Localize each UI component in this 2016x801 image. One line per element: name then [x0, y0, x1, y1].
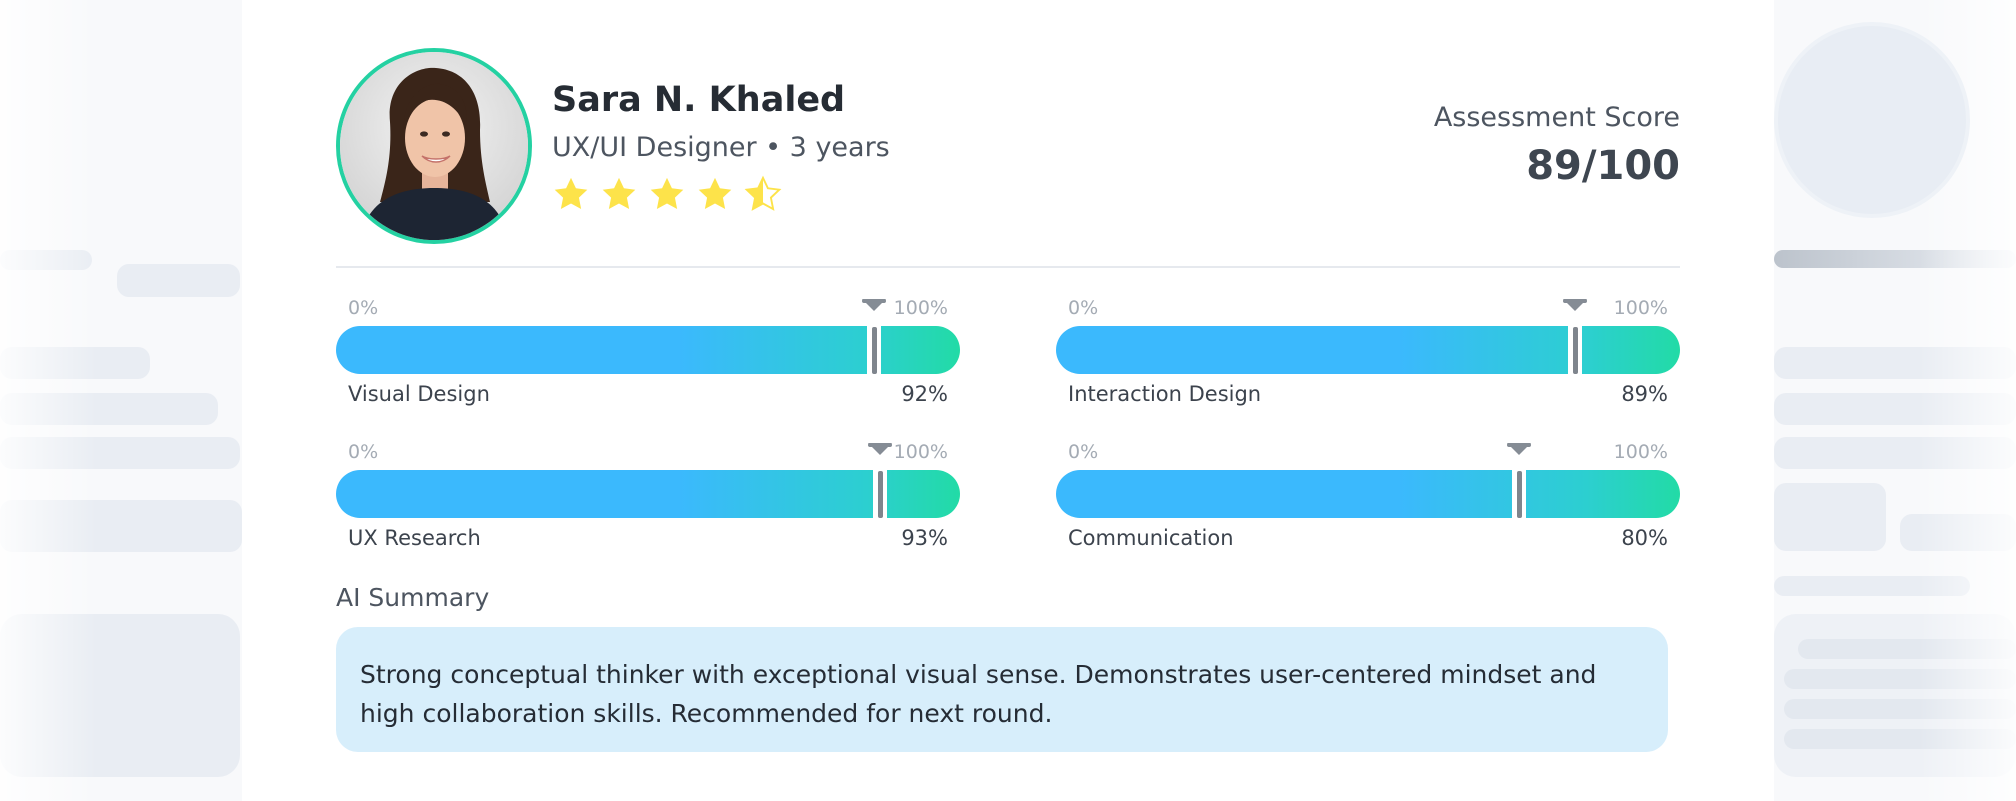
- score-value: 89/100: [1526, 143, 1680, 189]
- skill-communication: 0% 100% Communication 80%: [1056, 441, 1680, 553]
- star-icon: [696, 174, 734, 214]
- skill-max-label: 100%: [893, 297, 948, 319]
- skill-max-label: 100%: [1613, 441, 1668, 463]
- summary-title: AI Summary: [336, 583, 490, 612]
- marker-icon: [862, 299, 886, 311]
- star-icon: [600, 174, 638, 214]
- skill-ux-research: 0% 100% UX Research 93%: [336, 441, 960, 553]
- skill-label: Visual Design: [348, 382, 490, 406]
- avatar-portrait-image: [340, 52, 528, 240]
- avatar: [336, 48, 532, 244]
- skill-min-label: 0%: [1068, 297, 1099, 319]
- skill-bar: [336, 470, 960, 518]
- skill-label: Interaction Design: [1068, 382, 1262, 406]
- skill-min-label: 0%: [1068, 441, 1099, 463]
- skill-label: Communication: [1068, 526, 1234, 550]
- star-icon: [552, 174, 590, 214]
- skill-percent: 92%: [901, 382, 948, 406]
- background-panel-left: [0, 0, 242, 801]
- background-avatar-placeholder: [1774, 22, 1970, 218]
- marker-icon: [868, 443, 892, 455]
- skill-interaction-design: 0% 100% Interaction Design 89%: [1056, 297, 1680, 409]
- rating-stars: [552, 174, 782, 214]
- skill-max-label: 100%: [1613, 297, 1668, 319]
- skill-bar-needle: [1573, 327, 1578, 374]
- divider: [336, 266, 1680, 268]
- summary-text: Strong conceptual thinker with exception…: [336, 627, 1668, 752]
- marker-icon: [1563, 299, 1587, 311]
- star-icon: [648, 174, 686, 214]
- skill-min-label: 0%: [348, 441, 379, 463]
- skill-percent: 93%: [901, 526, 948, 550]
- skill-bar: [1056, 326, 1680, 374]
- skill-visual-design: 0% 100% Visual Design 92%: [336, 297, 960, 409]
- candidate-role: UX/UI Designer • 3 years: [552, 132, 890, 163]
- skill-bar-needle: [872, 327, 877, 374]
- skill-max-label: 100%: [893, 441, 948, 463]
- skill-percent: 80%: [1621, 526, 1668, 550]
- skill-min-label: 0%: [348, 297, 379, 319]
- star-half-icon: [744, 174, 782, 214]
- skill-bar: [336, 326, 960, 374]
- score-label: Assessment Score: [1433, 102, 1680, 133]
- skill-label: UX Research: [348, 526, 481, 550]
- skill-percent: 89%: [1621, 382, 1668, 406]
- skill-bar-needle: [878, 471, 883, 518]
- skill-bar-needle: [1517, 471, 1522, 518]
- marker-icon: [1507, 443, 1531, 455]
- candidate-name: Sara N. Khaled: [552, 80, 846, 120]
- skill-bar: [1056, 470, 1680, 518]
